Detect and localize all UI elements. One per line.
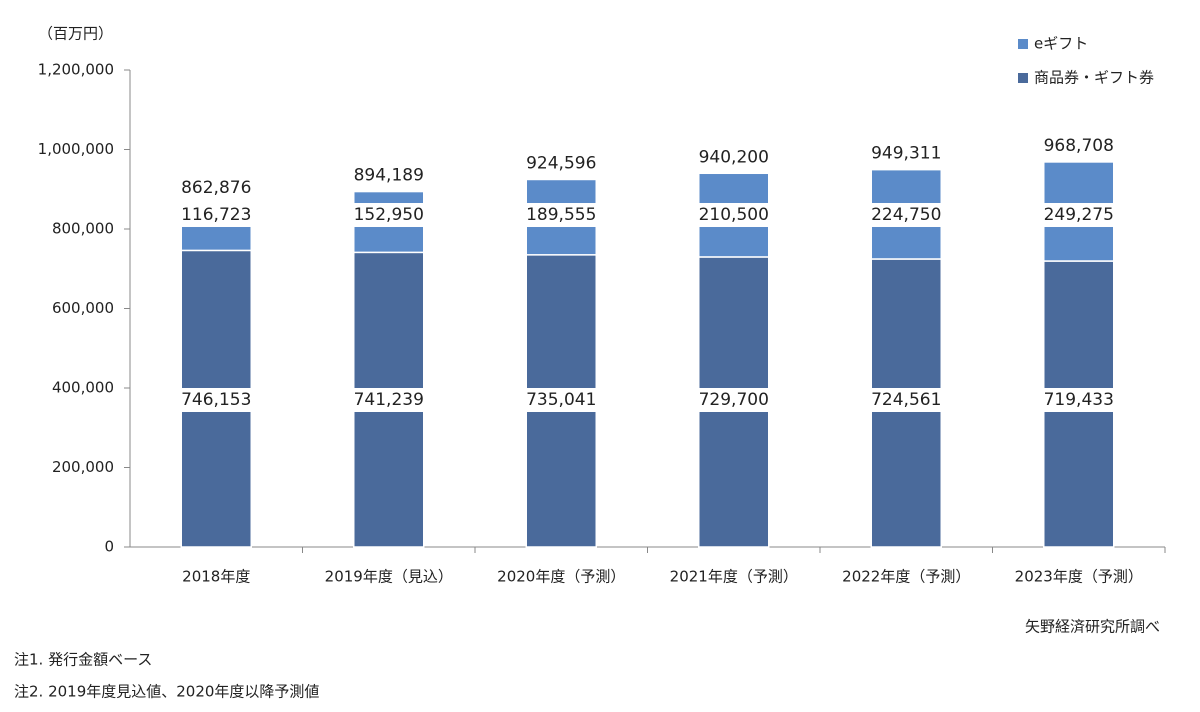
x-tick-label: 2020年度（予測） <box>497 568 625 586</box>
note: 注1. 発行金額ベース <box>14 651 152 669</box>
data-label: 210,500 <box>699 205 769 225</box>
data-label: 741,239 <box>354 390 424 410</box>
total-label: 862,876 <box>181 178 251 198</box>
y-axis-unit: （百万円） <box>38 25 113 43</box>
data-label: 746,153 <box>181 390 251 410</box>
x-tick-label: 2018年度 <box>182 568 250 586</box>
total-label: 924,596 <box>526 153 596 173</box>
total-label: 894,189 <box>354 166 424 186</box>
y-tick-label: 1,000,000 <box>38 140 114 158</box>
y-tick-label: 800,000 <box>52 220 114 238</box>
label-background <box>689 388 778 412</box>
x-tick-label: 2019年度（見込） <box>325 568 453 586</box>
label-background <box>344 203 433 227</box>
label-background <box>172 203 261 227</box>
y-tick-label: 0 <box>104 538 114 556</box>
label-background <box>1034 388 1123 412</box>
legend-label: 商品券・ギフト券 <box>1034 69 1154 87</box>
data-label: 116,723 <box>181 205 251 225</box>
data-label: 724,561 <box>871 390 941 410</box>
legend-label: eギフト <box>1034 35 1088 53</box>
label-background <box>517 203 606 227</box>
data-label: 224,750 <box>871 205 941 225</box>
total-label: 968,708 <box>1044 136 1114 156</box>
data-label: 729,700 <box>699 390 769 410</box>
label-background <box>689 203 778 227</box>
x-tick-label: 2021年度（予測） <box>670 568 798 586</box>
y-tick-label: 400,000 <box>52 379 114 397</box>
label-background <box>172 388 261 412</box>
data-label: 735,041 <box>526 390 596 410</box>
label-background <box>517 388 606 412</box>
data-label: 249,275 <box>1044 205 1114 225</box>
legend-swatch <box>1018 73 1028 83</box>
label-background <box>344 388 433 412</box>
data-label: 719,433 <box>1044 390 1114 410</box>
y-tick-label: 200,000 <box>52 458 114 476</box>
label-background <box>1034 203 1123 227</box>
label-background <box>862 388 951 412</box>
x-tick-label: 2023年度（予測） <box>1015 568 1143 586</box>
total-label: 940,200 <box>699 147 769 167</box>
legend-swatch <box>1018 39 1028 49</box>
x-tick-label: 2022年度（予測） <box>842 568 970 586</box>
y-tick-label: 1,200,000 <box>38 61 114 79</box>
data-label: 152,950 <box>354 205 424 225</box>
source: 矢野経済研究所調べ <box>1025 618 1160 636</box>
label-background <box>862 203 951 227</box>
y-tick-label: 600,000 <box>52 299 114 317</box>
data-label: 189,555 <box>526 205 596 225</box>
note: 注2. 2019年度見込値、2020年度以降予測値 <box>14 683 319 701</box>
total-label: 949,311 <box>871 144 941 164</box>
